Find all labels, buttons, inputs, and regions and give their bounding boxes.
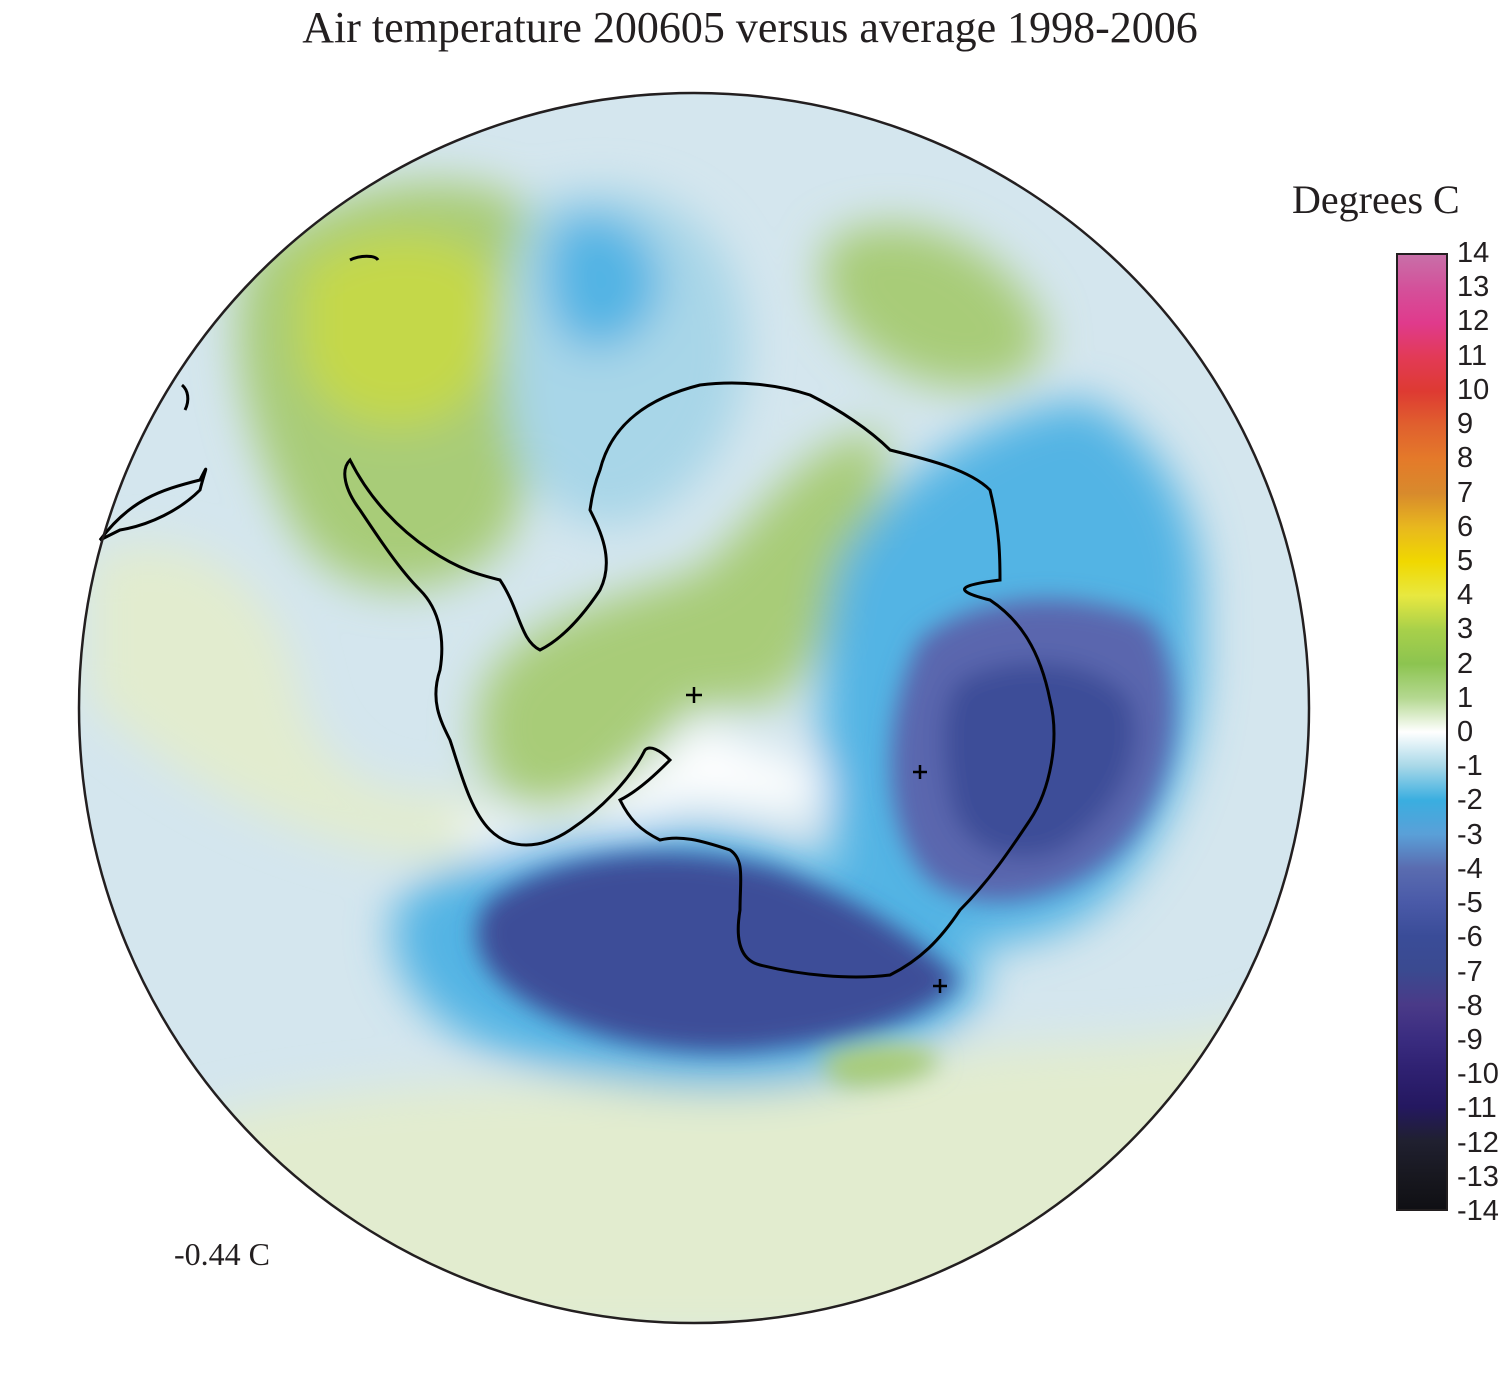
pole-marker xyxy=(686,687,702,703)
colorbar-tick-label: -4 xyxy=(1457,852,1483,885)
mean-anomaly-label: -0.44 C xyxy=(174,1236,270,1272)
south-america-coastline xyxy=(98,467,208,542)
colorbar-tick-label: 5 xyxy=(1457,544,1474,577)
colorbar-tick-label: 9 xyxy=(1457,408,1474,441)
colorbar-tick-label: -5 xyxy=(1457,887,1483,920)
colorbar-tick-label: 6 xyxy=(1457,510,1474,543)
station-markers xyxy=(686,687,947,993)
colorbar-tick-label: 10 xyxy=(1457,373,1490,406)
field-region-green-west xyxy=(90,545,480,860)
island-outline xyxy=(349,254,380,262)
colorbar-tick-label: 1 xyxy=(1457,681,1474,714)
colorbar-tick-label: -2 xyxy=(1457,784,1483,817)
island-outline xyxy=(180,383,190,411)
colorbar-tick-label: -7 xyxy=(1457,955,1483,988)
colorbar-tick-label: -12 xyxy=(1457,1126,1499,1159)
colorbar-tick-label: -11 xyxy=(1457,1092,1497,1125)
colorbar-tick-label: 12 xyxy=(1457,305,1490,338)
field-region-white-band xyxy=(460,720,900,854)
field-region-indigo-east xyxy=(943,662,1136,858)
colorbar-tick-label: 2 xyxy=(1457,647,1474,680)
temperature-field xyxy=(79,93,1309,1323)
colorbar xyxy=(1396,253,1448,1211)
colorbar-tick-label: -1 xyxy=(1457,750,1483,783)
colorbar-tick-label: -8 xyxy=(1457,989,1483,1022)
field-region-green-central xyxy=(477,430,884,810)
field-region-indigo-south xyxy=(476,853,960,1052)
page-title: Air temperature 200605 versus average 19… xyxy=(302,3,1198,52)
field-region-strong-northwest xyxy=(300,233,506,428)
colorbar-tick-label: 14 xyxy=(1457,237,1490,269)
colorbar-tick-label: -14 xyxy=(1457,1195,1499,1227)
colorbar-unit-label: Degrees C xyxy=(1292,177,1460,222)
colorbar-tick-label: -13 xyxy=(1457,1160,1499,1193)
station-marker xyxy=(933,979,947,993)
colorbar-tick-label: 0 xyxy=(1457,716,1474,748)
colorbar-tick-label: 4 xyxy=(1457,579,1474,612)
station-marker xyxy=(913,765,927,779)
colorbar-tick-label: -10 xyxy=(1457,1058,1499,1091)
colorbar-tick-label: -3 xyxy=(1457,818,1483,851)
map-boundary xyxy=(77,91,1311,1325)
field-region-bluemid-north xyxy=(546,213,660,348)
colorbar-tick-label: -6 xyxy=(1457,921,1483,954)
colorbar-tick-label: 8 xyxy=(1457,442,1474,475)
colorbar-tick-label: 13 xyxy=(1457,271,1490,304)
colorbar-tick-label: -9 xyxy=(1457,1023,1483,1056)
field-region-green-patch xyxy=(820,1045,940,1087)
antarctica-coastline xyxy=(343,381,1056,979)
colorbar-tick-label: 7 xyxy=(1457,476,1474,509)
colorbar-tick-label: 11 xyxy=(1457,339,1488,372)
colorbar-tick-label: 3 xyxy=(1457,613,1474,646)
field-region-green-northeast xyxy=(822,224,1044,388)
